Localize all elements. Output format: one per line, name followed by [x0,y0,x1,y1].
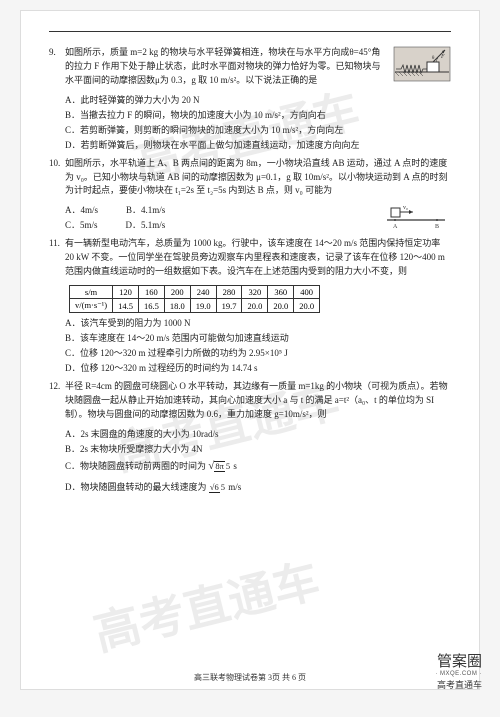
question-text: 如图所示，水平轨道上 A、B 两点间的距离为 8m，一小物块沿直线 AB 运动，… [65,158,448,196]
question-number: 11. [49,237,60,251]
question-number: 10. [49,157,60,171]
option-a: A．2s 末圆盘的角速度的大小为 10rad/s [65,428,451,442]
exam-page: 高考直通车 高考直通车 高考直通车 9. 如图所示，质量 m=2 kg 的物块与… [20,10,480,690]
question-text: 有一辆新型电动汽车，总质量为 1000 kg。行驶中，该车速度在 14～20 m… [65,238,445,276]
option-d: D．若剪断弹簧后，则物块在水平面上做匀加速直线运动，加速度方向向左 [65,139,451,153]
question-11: 11. 有一辆新型电动汽车，总质量为 1000 kg。行驶中，该车速度在 14～… [49,237,451,279]
option-d: D．5.1m/s [126,219,166,233]
brand-overlay: 管案圈 · MXQE.COM · 高考直通车 [435,650,482,691]
option-c: C．若剪断弹簧，则剪断的瞬间物块的加速度大小为 10 m/s²，方向向左 [65,124,451,138]
option-b: B．当撤去拉力 F 的瞬间，物块的加速度大小为 10 m/s²，方向向右 [65,109,451,123]
top-rule [49,31,451,32]
svg-text:F: F [440,54,445,60]
svg-text:A: A [393,224,398,230]
option-a: A．该汽车受到的阻力为 1000 N [65,317,451,331]
option-a: A．此时轻弹簧的弹力大小为 20 N [65,94,451,108]
question-number: 12. [49,380,60,394]
question-9-options: A．此时轻弹簧的弹力大小为 20 N B．当撤去拉力 F 的瞬间，物块的加速度大… [49,94,451,153]
question-number: 9. [49,46,56,60]
page-footer: 高三联考物理试卷第 3页 共 6 页 [21,672,479,683]
option-c: C．5m/s [65,219,98,233]
option-d: D．物块随圆盘转动的最大线速度为 √65 m/s [65,481,451,495]
watermark: 高考直通车 [86,544,325,664]
question-11-options: A．该汽车受到的阻力为 1000 N B．该车速度在 14～20 m/s 范围内… [49,317,451,376]
option-a: A．4m/s [65,204,98,218]
svg-text:B: B [435,224,439,230]
option-b: B．该车速度在 14～20 m/s 范围内可能做匀加速直线运动 [65,332,451,346]
option-d: D．位移 120～320 m 过程经历的时间约为 14.74 s [65,362,451,376]
figure-spring-block: F θ [393,46,451,82]
question-12: 12. 半径 R=4cm 的圆盘可绕圆心 O 水平转动，其边缘有一质量 m=1k… [49,380,451,422]
option-b: B．4.1m/s [126,204,165,218]
figure-track-ab: v₀ A B [385,204,447,234]
question-text: 半径 R=4cm 的圆盘可绕圆心 O 水平转动，其边缘有一质量 m=1kg 的小… [65,381,448,419]
question-9: 9. 如图所示，质量 m=2 kg 的物块与水平轻弹簧相连，物块在与水平方向成θ… [49,46,451,88]
table-row: v/(m·s⁻¹) 14.5 16.5 18.0 19.0 19.7 20.0 … [70,299,320,313]
question-10: 10. 如图所示，水平轨道上 A、B 两点间的距离为 8m，一小物块沿直线 AB… [49,157,451,199]
data-table: s/m 120 160 200 240 280 320 360 400 v/(m… [69,285,320,313]
svg-text:v₀: v₀ [403,205,408,211]
option-b: B．2s 末物块所受摩擦力大小为 4N [65,443,451,457]
table-row: s/m 120 160 200 240 280 320 360 400 [70,286,320,299]
question-text: 如图所示，质量 m=2 kg 的物块与水平轻弹簧相连，物块在与水平方向成θ=45… [65,47,381,85]
question-12-options: A．2s 末圆盘的角速度的大小为 10rad/s B．2s 末物块所受摩擦力大小… [49,428,451,495]
option-c: C．位移 120～320 m 过程牵引力所做的功约为 2.95×10⁵ J [65,347,451,361]
option-c: C．物块随圆盘转动前两圈的时间为 √8π5 s [65,458,451,475]
